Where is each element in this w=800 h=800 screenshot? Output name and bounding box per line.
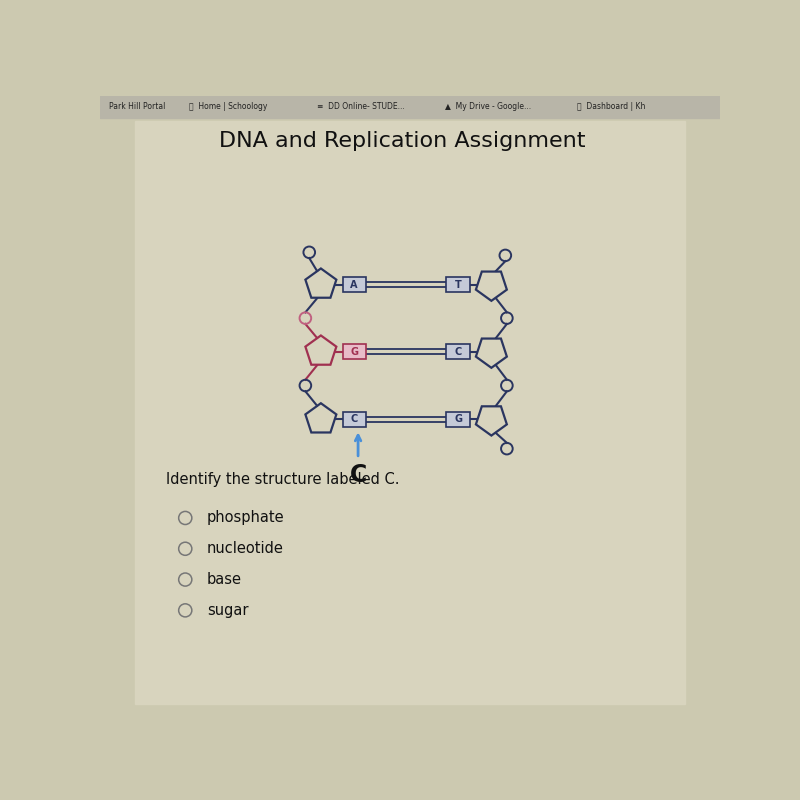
Text: T: T [454,280,462,290]
Text: phosphate: phosphate [207,510,285,526]
Bar [342,412,366,427]
Text: Identify the structure labeled C.: Identify the structure labeled C. [166,472,399,487]
Text: DNA and Replication Assignment: DNA and Replication Assignment [219,130,586,150]
Text: ≡  DD Online- STUDE...: ≡ DD Online- STUDE... [317,102,405,111]
Bar [342,277,366,292]
Bar [100,96,720,118]
Text: base: base [207,572,242,587]
Text: sugar: sugar [207,603,249,618]
Bar [135,121,685,704]
Text: A: A [350,280,358,290]
Text: Park Hill Portal: Park Hill Portal [110,102,166,111]
Text: Ⓢ  Home | Schoology: Ⓢ Home | Schoology [189,102,267,111]
Text: G: G [350,346,358,357]
Text: nucleotide: nucleotide [207,542,284,556]
Bar [446,277,470,292]
Text: C: C [350,414,358,424]
Text: C: C [454,346,462,357]
Bar [446,412,470,427]
Text: ▲  My Drive - Google...: ▲ My Drive - Google... [445,102,531,111]
Bar [342,344,366,359]
Text: G: G [454,414,462,424]
Text: ⓒ  Dashboard | Kh: ⓒ Dashboard | Kh [577,102,645,111]
Bar [446,344,470,359]
Text: C: C [350,462,366,486]
